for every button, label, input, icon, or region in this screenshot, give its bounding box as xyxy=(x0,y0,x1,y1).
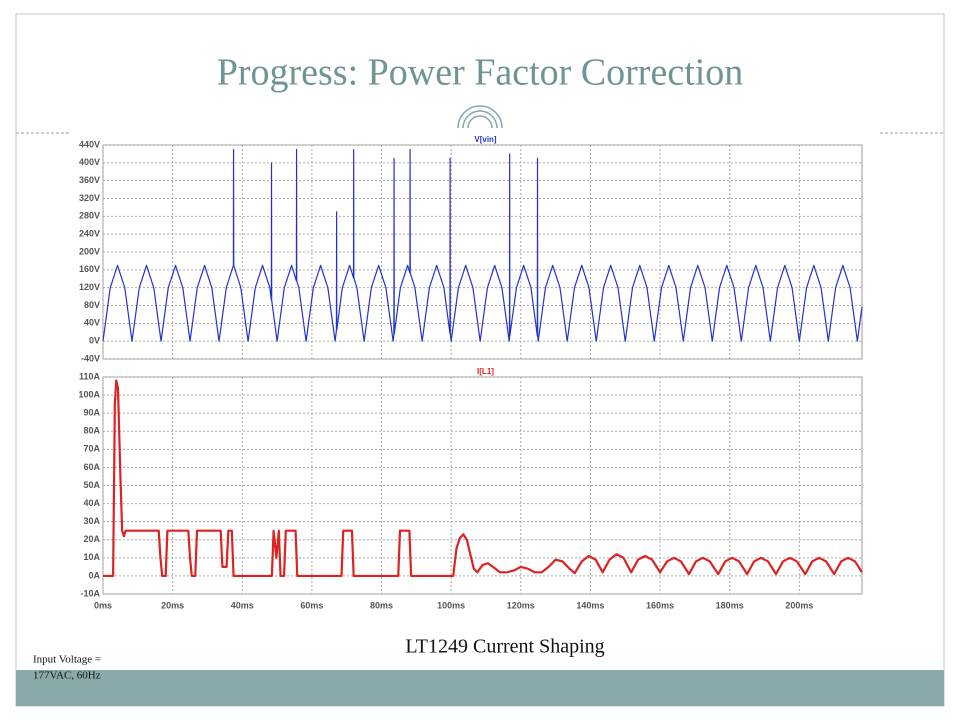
y-tick-label: 200V xyxy=(79,246,100,256)
y-tick-label: 360V xyxy=(79,175,100,185)
footer-band xyxy=(16,670,944,706)
y-tick-label: 40V xyxy=(84,318,100,328)
y-tick-label: 0A xyxy=(88,570,100,580)
y-tick-label: 50A xyxy=(83,480,100,490)
slide-title: Progress: Power Factor Correction xyxy=(217,52,744,94)
x-tick-label: 0ms xyxy=(94,600,112,610)
charts: -40V 0V 40V 80V 120V 160V 200V 240V 280V 320V 360V… xyxy=(78,135,863,610)
y-tick-label: 30A xyxy=(83,516,100,526)
note-line: Input Voltage = xyxy=(33,654,101,666)
y-tick-label: 120V xyxy=(79,282,100,292)
note-line: 177VAC, 60Hz xyxy=(33,670,101,682)
y-tick-label: 320V xyxy=(79,193,100,203)
x-tick-label: 80ms xyxy=(370,600,393,610)
x-tick-label: 40ms xyxy=(231,600,254,610)
y-tick-label: -10A xyxy=(80,588,100,598)
arc-ornament xyxy=(457,105,503,129)
y-tick-label: 40A xyxy=(83,498,100,508)
y-tick-label: 90A xyxy=(83,408,100,418)
y-tick-label: 70A xyxy=(83,444,100,454)
y-tick-label: 80A xyxy=(83,426,100,436)
x-tick-label: 100ms xyxy=(437,600,465,610)
x-tick-label: 120ms xyxy=(507,600,535,610)
y-tick-label: 240V xyxy=(79,229,100,239)
y-tick-label: 160V xyxy=(79,264,100,274)
x-tick-label: 140ms xyxy=(576,600,604,610)
y-tick-label: 280V xyxy=(79,211,100,221)
y-tick-label: 400V xyxy=(79,157,100,167)
x-tick-label: 160ms xyxy=(646,600,674,610)
x-tick-label: 200ms xyxy=(785,600,813,610)
y-tick-label: 80V xyxy=(84,300,100,310)
x-tick-label: 60ms xyxy=(300,600,323,610)
data-line xyxy=(102,148,863,342)
y-tick-label: 20A xyxy=(83,534,100,544)
caption: LT1249 Current Shaping xyxy=(405,636,604,658)
data-line xyxy=(103,379,863,578)
y-tick-label: 60A xyxy=(83,462,100,472)
y-tick-label: 100A xyxy=(78,389,100,399)
x-tick-label: 180ms xyxy=(716,600,744,610)
y-tick-label: -40V xyxy=(81,353,100,363)
y-tick-label: 10A xyxy=(83,552,100,562)
y-tick-label: 440V xyxy=(79,139,100,149)
series-label: I[L1] xyxy=(477,367,494,376)
x-tick-label: 20ms xyxy=(161,600,184,610)
series-label: V[vin] xyxy=(474,135,497,144)
y-tick-label: 0V xyxy=(89,336,100,346)
y-tick-label: 110A xyxy=(79,371,101,381)
